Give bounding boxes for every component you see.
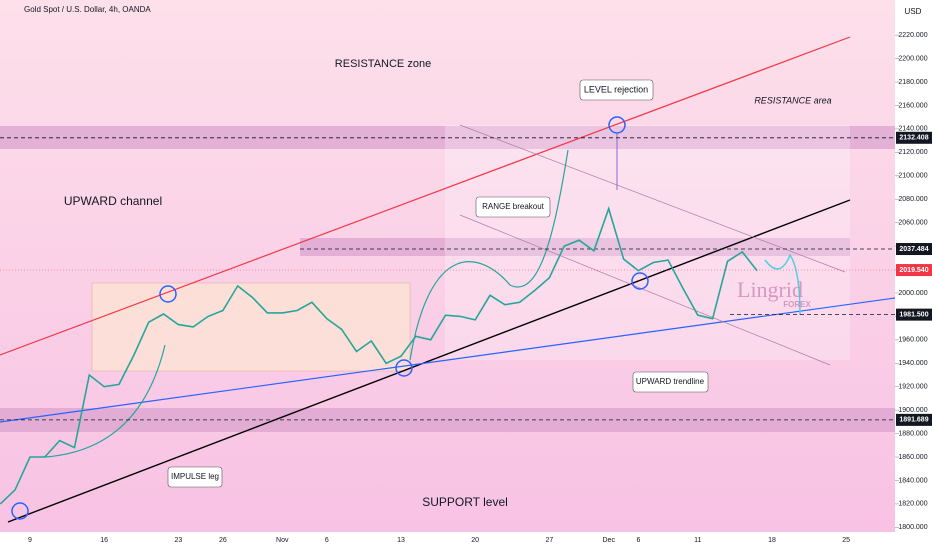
y-tick-label: 2060.000 — [898, 219, 927, 226]
annotation: RANGE breakout — [482, 202, 545, 211]
x-tick-label: Dec — [603, 537, 616, 544]
annotation: SUPPORT level — [422, 495, 508, 509]
y-tick-label: 2100.000 — [898, 173, 927, 180]
y-tick-label: 1840.000 — [898, 477, 927, 484]
x-tick-label: 25 — [842, 537, 850, 544]
level-tag-label: 1981.500 — [899, 311, 928, 318]
y-tick-label: 2080.000 — [898, 196, 927, 203]
down-channel-top — [459, 124, 846, 273]
x-tick-label: 11 — [694, 537, 701, 544]
breakout-arrow — [409, 149, 569, 361]
x-tick-label: 18 — [768, 537, 776, 544]
y-tick-label: 2140.000 — [898, 126, 927, 133]
x-tick-label: 26 — [219, 537, 227, 544]
x-tick-label: 13 — [397, 537, 405, 544]
level-tag-label: 1891.689 — [899, 417, 928, 424]
y-tick-label: 2180.000 — [898, 79, 927, 86]
x-tick-label: 23 — [174, 537, 182, 544]
y-tick-label: 1800.000 — [898, 524, 927, 531]
time-axis-bg — [0, 532, 895, 550]
annotation-box — [475, 196, 551, 218]
range-box — [91, 282, 411, 372]
projection-arrow — [764, 253, 801, 316]
y-tick-label: 2160.000 — [898, 102, 927, 109]
annotation: UPWARD channel — [64, 194, 162, 208]
annotation: IMPULSE leg — [171, 472, 219, 481]
x-tick-label: 16 — [100, 537, 108, 544]
y-tick-label: 1860.000 — [898, 454, 927, 461]
channel-area — [445, 125, 850, 360]
annotation: RESISTANCE area — [754, 95, 831, 105]
y-tick-label: 1820.000 — [898, 501, 927, 508]
annotation-box — [167, 466, 223, 488]
chart-title: Gold Spot / U.S. Dollar, 4h, OANDA — [24, 5, 151, 14]
y-tick-label: 1900.000 — [898, 407, 927, 414]
watermark: Lingrid — [737, 277, 803, 302]
channel-bottom — [7, 199, 851, 523]
x-tick-label: 27 — [545, 537, 553, 544]
price-line — [0, 205, 758, 505]
y-tick-label: 1940.000 — [898, 360, 927, 367]
impulse-arrow — [44, 344, 166, 458]
x-tick-label: 6 — [636, 537, 640, 544]
annotation: RESISTANCE zone — [335, 58, 431, 70]
y-tick-label: 2220.000 — [898, 32, 927, 39]
level-tag — [896, 131, 932, 144]
y-tick-label: 1920.000 — [898, 384, 927, 391]
trendline — [0, 297, 896, 423]
level-tag-label: 2019.540 — [899, 267, 928, 274]
y-tick-label: 1880.000 — [898, 430, 927, 437]
level-tag-label: 2037.484 — [899, 246, 928, 253]
x-tick-label: 6 — [325, 537, 329, 544]
annotation-box — [632, 371, 709, 393]
x-tick-label: 20 — [471, 537, 479, 544]
plot-bg — [0, 0, 895, 532]
level-tag — [896, 308, 932, 321]
annotation-box — [579, 79, 654, 101]
channel-top — [0, 36, 851, 356]
level-tag-label: 2132.408 — [899, 135, 928, 142]
y-tick-label: 2200.000 — [898, 55, 927, 62]
y-tick-label: 2120.000 — [898, 149, 927, 156]
resistance-band — [0, 126, 895, 149]
level-tag — [896, 243, 932, 256]
range-band — [300, 238, 850, 256]
x-tick-label: 9 — [28, 537, 32, 544]
y-tick-label: 2000.000 — [898, 290, 927, 297]
down-channel-bottom — [459, 214, 831, 366]
watermark: FOREX — [783, 300, 811, 309]
annotation: LEVEL rejection — [584, 84, 648, 94]
level-tag — [896, 413, 932, 426]
pivot-circles — [11, 116, 649, 520]
x-tick-label: Nov — [276, 537, 289, 544]
annotation: UPWARD trendline — [636, 377, 705, 386]
y-axis-label: USD — [905, 7, 922, 16]
level-tag — [896, 264, 932, 277]
y-tick-label: 1960.000 — [898, 337, 927, 344]
